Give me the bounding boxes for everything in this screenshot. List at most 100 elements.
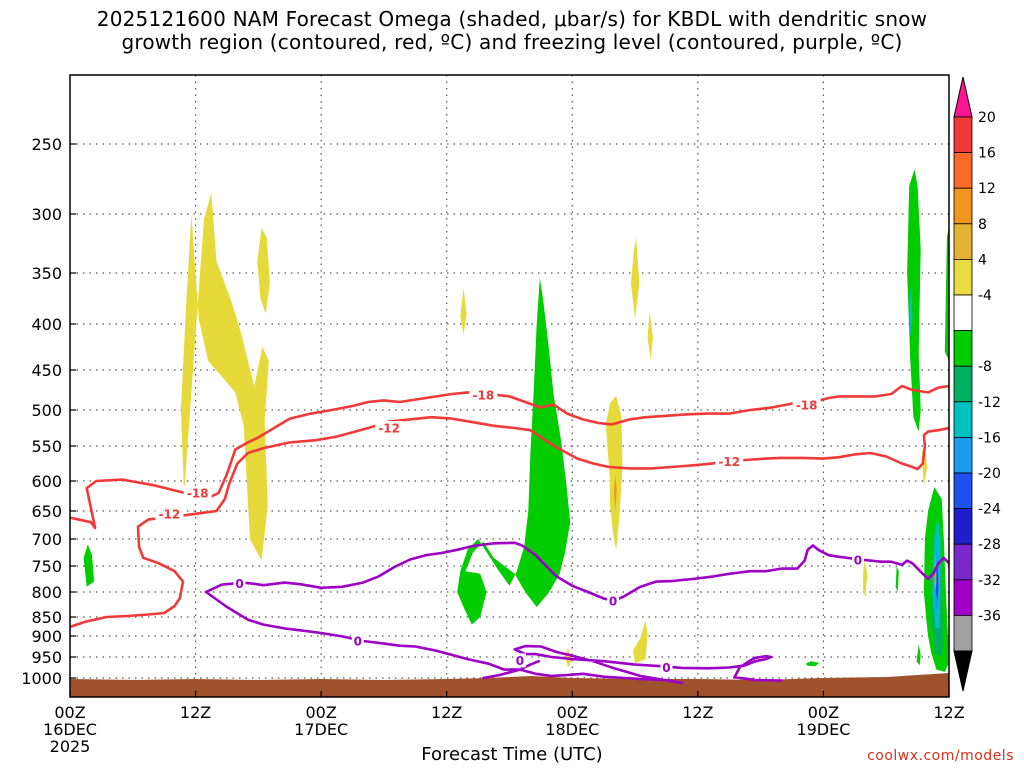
- colorbar-top-arrow: [953, 76, 973, 118]
- terrain: [70, 673, 949, 697]
- colorbar-label: -28: [978, 537, 1001, 553]
- y-tick-label: 550: [31, 437, 62, 456]
- x-tick-label: 12Z: [431, 703, 462, 722]
- terrain-ground: [70, 673, 949, 697]
- contour-label-bg: [660, 660, 673, 675]
- contour-label-bg: [375, 421, 404, 435]
- y-tick-label: 250: [31, 135, 62, 154]
- colorbar-swatch: [953, 436, 973, 474]
- contour-label-bg: [607, 594, 620, 608]
- y-tick-label: 650: [31, 502, 62, 521]
- colorbar-swatch: [953, 330, 973, 367]
- colorbar-label: -20: [978, 466, 1001, 482]
- colorbar-swatch: [953, 294, 973, 331]
- contour-line-1: [70, 415, 949, 629]
- title-line-1: 2025121600 NAM Forecast Omega (shaded, μ…: [96, 7, 928, 31]
- colorbar-label: -24: [978, 502, 1001, 518]
- y-axis: 2503003504004505005506006507007508008509…: [21, 135, 76, 688]
- y-tick-label: 350: [31, 264, 62, 283]
- contour-label: 0: [235, 577, 243, 591]
- omega-area-26: [614, 474, 617, 511]
- omega-area-16: [944, 225, 949, 361]
- chart-title: 2025121600 NAM Forecast Omega (shaded, μ…: [0, 8, 1024, 54]
- y-tick-label: 300: [31, 205, 62, 224]
- contour-label-bg: [183, 486, 212, 500]
- contour-label-bg: [851, 553, 864, 568]
- contour-line-2: [204, 541, 949, 603]
- colorbar-swatch: [953, 615, 973, 652]
- contour-label: 0: [662, 661, 670, 675]
- omega-area-6: [633, 620, 648, 664]
- omega-area-2: [460, 288, 467, 335]
- y-tick-label: 700: [31, 530, 62, 549]
- omega-area-22: [909, 283, 913, 338]
- colorbar-swatch: [953, 472, 973, 509]
- colorbar-label: -12: [978, 395, 1001, 411]
- y-tick-label: 750: [31, 557, 62, 576]
- colorbar-swatch: [953, 543, 973, 581]
- colorbar-swatch: [953, 152, 973, 189]
- x-axis-label: Forecast Time (UTC): [421, 744, 603, 765]
- y-tick-label: 950: [31, 648, 62, 667]
- x-tick-label: 18DEC: [545, 720, 599, 739]
- y-tick-label: 900: [31, 627, 62, 646]
- y-tick-label: 800: [31, 583, 62, 602]
- x-tick-label: 12Z: [682, 703, 713, 722]
- contour-line-3: [204, 590, 783, 685]
- contour-label: -18: [472, 388, 494, 402]
- contour-line-4: [482, 659, 541, 680]
- colorbar-swatch: [953, 365, 973, 403]
- x-tick-label: 12Z: [933, 703, 964, 722]
- omega-area-18: [916, 644, 921, 666]
- grid: [70, 75, 949, 697]
- x-tick-label: 00Z: [808, 703, 839, 722]
- omega-area-15: [907, 169, 921, 432]
- contour-label-bg: [155, 506, 184, 521]
- contour-label: -18: [187, 487, 209, 501]
- contour-label-bg: [792, 398, 821, 413]
- colorbar-swatch: [953, 579, 973, 616]
- colorbar-label: -8: [978, 359, 992, 375]
- y-tick-label: 450: [31, 361, 62, 380]
- x-tick-label: 00Z: [305, 703, 336, 722]
- contour-label-bg: [351, 634, 364, 649]
- colorbar-swatch: [953, 223, 973, 260]
- contour-label-bg: [469, 387, 498, 402]
- colorbar-label: -32: [978, 573, 1001, 589]
- colorbar-swatch: [953, 258, 973, 296]
- omega-area-4: [630, 237, 640, 319]
- x-tick-label: 00Z: [54, 703, 85, 722]
- contour-label: 0: [854, 554, 862, 568]
- omega-area-19: [895, 566, 899, 592]
- colorbar-swatch: [953, 187, 973, 225]
- omega-area-8: [863, 560, 868, 597]
- colorbar-label: -16: [978, 430, 1001, 446]
- x-tick-label: 16DEC: [43, 720, 97, 739]
- colorbar-label: 4: [978, 252, 987, 268]
- colorbar-label: -36: [978, 608, 1001, 624]
- contour-label: 0: [354, 635, 362, 649]
- contour-label: -12: [718, 455, 740, 469]
- y-tick-label: 400: [31, 315, 62, 334]
- colorbar-swatch: [953, 116, 973, 153]
- colorbar-label: -4: [978, 288, 992, 304]
- omega-shading: [83, 169, 949, 672]
- omega-area-13: [457, 278, 571, 625]
- x-tick-label: 19DEC: [796, 720, 850, 739]
- x-tick-label: 2025: [50, 737, 91, 756]
- credit-link[interactable]: coolwx.com/models: [867, 748, 1014, 764]
- contour-label-bg: [715, 454, 744, 469]
- contours: [70, 384, 949, 685]
- x-tick-label: 12Z: [180, 703, 211, 722]
- omega-area-3: [605, 395, 623, 550]
- omega-area-24: [935, 560, 939, 602]
- x-tick-label: 00Z: [557, 703, 588, 722]
- contour-label: -12: [159, 507, 181, 521]
- omega-area-1: [257, 228, 270, 314]
- omega-area-12: [83, 544, 95, 587]
- contour-label-bg: [233, 576, 246, 591]
- omega-area-0: [180, 193, 269, 561]
- omega-area-14: [805, 661, 820, 667]
- contour-label: -18: [796, 399, 818, 413]
